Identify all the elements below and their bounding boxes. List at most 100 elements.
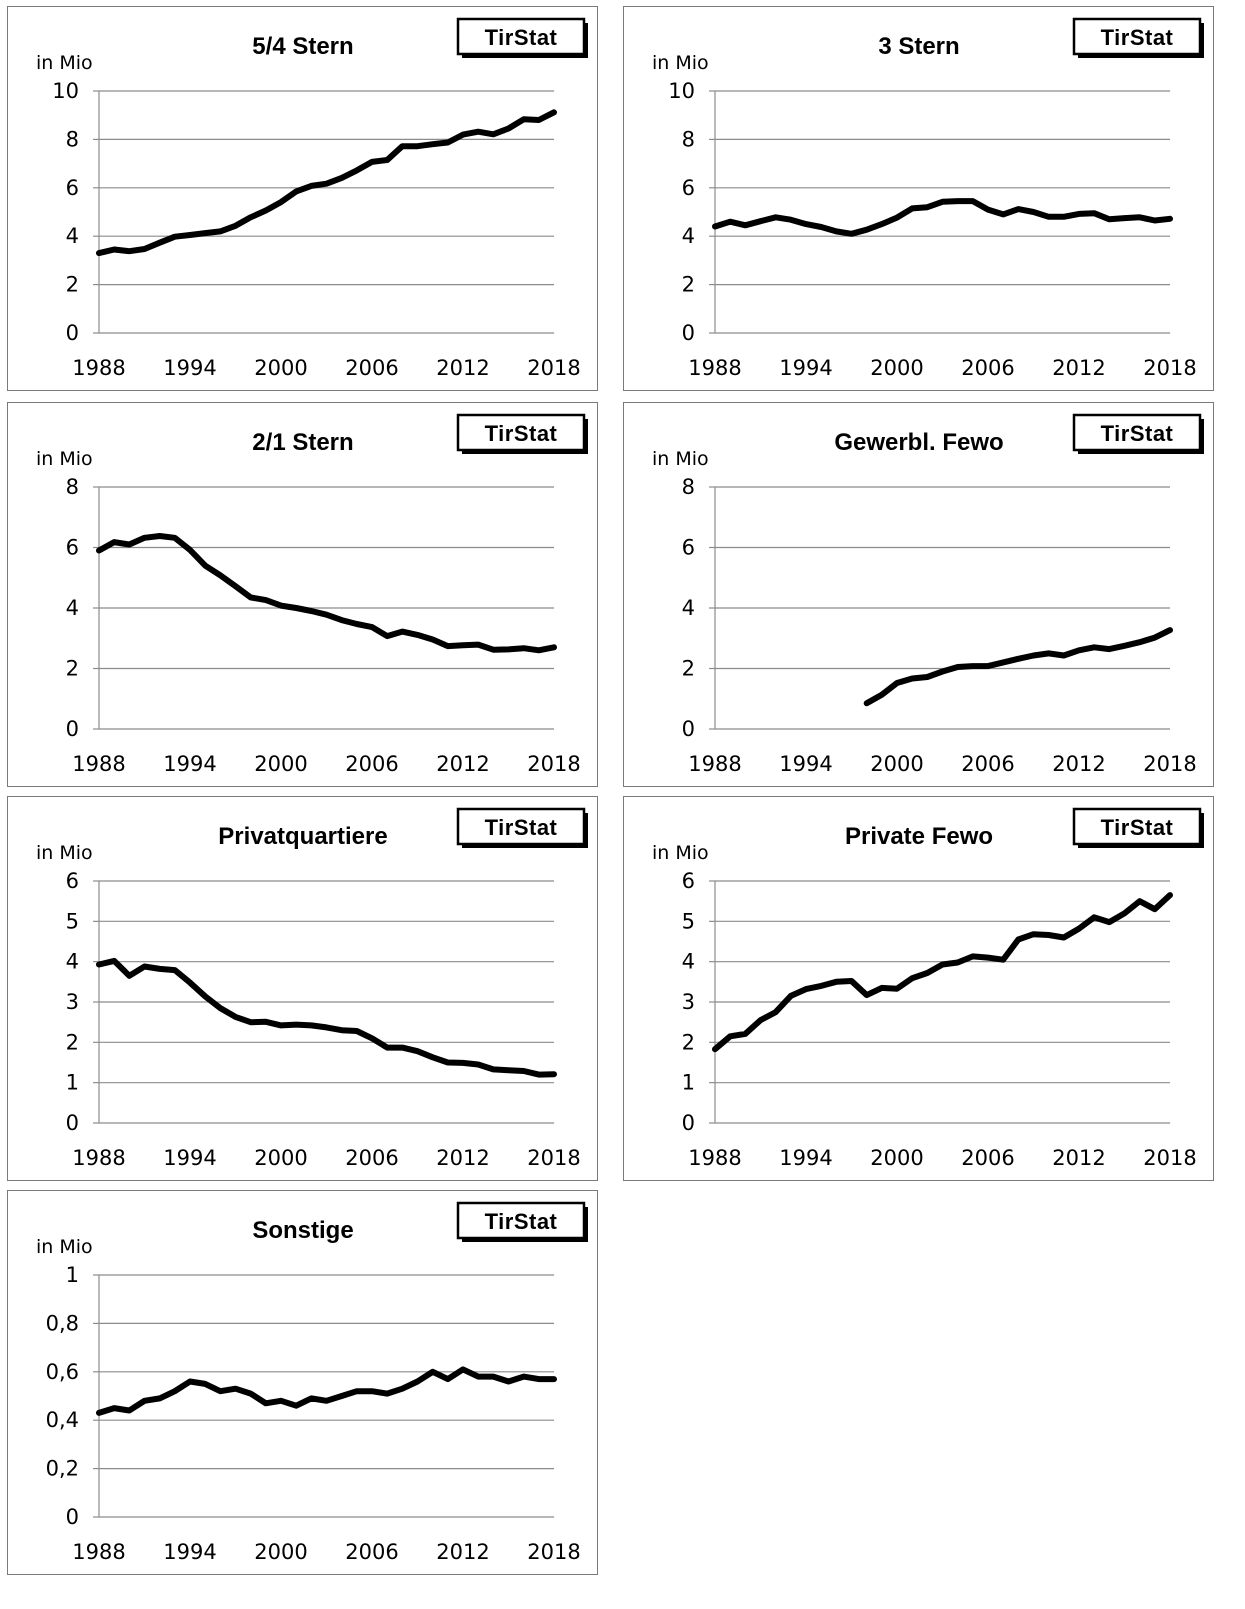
y-tick-label: 6	[682, 869, 695, 893]
brand-box	[456, 1201, 586, 1240]
series-line	[96, 533, 557, 654]
x-tick-label: 2006	[961, 1146, 1014, 1170]
chart-title: 3 Stern	[878, 33, 959, 60]
series-line	[712, 198, 1173, 237]
x-tick-label: 2006	[345, 356, 398, 380]
y-tick-label: 4	[682, 950, 695, 974]
x-tick-label: 2018	[1143, 752, 1196, 776]
x-tick-label: 2006	[961, 752, 1014, 776]
chart-svg: Gewerbl. Fewo in Mio TirStat 0 2 4 6 8 1988 1994 2…	[652, 413, 1204, 776]
chart-title: 5/4 Stern	[252, 33, 353, 60]
x-tick-label: 2018	[527, 1146, 580, 1170]
y-tick-label: 0	[682, 717, 695, 741]
brand-label: TirStat	[485, 815, 558, 840]
chart-svg: 3 Stern in Mio TirStat 0 2 4 6 8 10 1988 1994 2000 2…	[652, 17, 1204, 380]
y-tick-label: 2	[682, 1030, 695, 1054]
chart-svg: Privatquartiere in Mio TirStat 0 1 2 3 4 5 6 1988 1…	[36, 807, 588, 1170]
chart-panel-3-stern: 3 Stern in Mio TirStat 0 2 4 6 8 10 1988 1994 2000 2…	[623, 6, 1214, 391]
brand-label: TirStat	[1101, 815, 1174, 840]
y-tick-label: 2	[66, 657, 79, 681]
y-tick-label: 2	[682, 273, 695, 297]
y-tick-label: 10	[668, 79, 695, 103]
brand-box	[1072, 17, 1202, 56]
y-tick-label: 8	[66, 127, 79, 151]
series-line	[96, 1366, 557, 1416]
x-tick-label: 2012	[1052, 752, 1105, 776]
chart-panel-sonstige: Sonstige in Mio TirStat 0 0,2 0,4 0,6 0,8 1 1988 1…	[7, 1190, 598, 1575]
x-tick-label: 1988	[72, 752, 125, 776]
y-tick-label: 10	[52, 79, 79, 103]
x-tick-label: 1988	[688, 1146, 741, 1170]
y-tick-label: 1	[682, 1071, 695, 1095]
chart-title: Sonstige	[252, 1217, 353, 1244]
y-unit-label: in Mio	[36, 52, 93, 74]
chart-panel-2-1-stern: 2/1 Stern in Mio TirStat 0 2 4 6 8 1988 1994 2000 2…	[7, 402, 598, 787]
y-tick-label: 4	[66, 224, 79, 248]
y-tick-label: 4	[682, 224, 695, 248]
y-tick-label: 4	[682, 596, 695, 620]
brand-label: TirStat	[1101, 25, 1174, 50]
x-tick-label: 2006	[961, 356, 1014, 380]
x-tick-label: 2000	[870, 752, 923, 776]
y-tick-label: 0,8	[46, 1311, 79, 1335]
y-tick-label: 3	[682, 990, 695, 1014]
y-tick-label: 0,2	[46, 1457, 79, 1481]
brand-box	[1072, 413, 1202, 452]
chart-svg: Sonstige in Mio TirStat 0 0,2 0,4 0,6 0,8 1 1988 1…	[36, 1201, 588, 1564]
y-tick-label: 0	[66, 717, 79, 741]
y-unit-label: in Mio	[652, 52, 709, 74]
x-tick-label: 1994	[163, 1146, 216, 1170]
y-tick-label: 0	[66, 1111, 79, 1135]
brand-box	[456, 17, 586, 56]
x-tick-label: 2006	[345, 1540, 398, 1564]
chart-title: Privatquartiere	[218, 823, 387, 850]
chart-title: Private Fewo	[845, 823, 993, 850]
x-tick-label: 2006	[345, 1146, 398, 1170]
y-tick-label: 1	[66, 1263, 79, 1287]
x-tick-label: 2006	[345, 752, 398, 776]
x-tick-label: 1988	[688, 356, 741, 380]
x-tick-label: 2012	[1052, 356, 1105, 380]
chart-panel-privatquartiere: Privatquartiere in Mio TirStat 0 1 2 3 4 5 6 1988 1…	[7, 796, 598, 1181]
y-tick-label: 0	[66, 321, 79, 345]
y-tick-label: 6	[66, 869, 79, 893]
x-tick-label: 2018	[1143, 356, 1196, 380]
x-tick-label: 1994	[163, 356, 216, 380]
chart-svg: 5/4 Stern in Mio TirStat 0 2 4 6 8 10 1988 1994 200…	[36, 17, 588, 380]
y-tick-label: 0	[682, 1111, 695, 1135]
brand-label: TirStat	[485, 421, 558, 446]
y-unit-label: in Mio	[36, 842, 93, 864]
brand-box	[456, 807, 586, 846]
x-tick-label: 2012	[436, 1540, 489, 1564]
x-tick-label: 1994	[779, 752, 832, 776]
x-tick-label: 2012	[1052, 1146, 1105, 1170]
y-tick-label: 1	[66, 1071, 79, 1095]
y-tick-label: 6	[682, 176, 695, 200]
series-line	[863, 627, 1173, 707]
brand-label: TirStat	[1101, 421, 1174, 446]
x-tick-label: 1994	[779, 1146, 832, 1170]
y-tick-label: 4	[66, 950, 79, 974]
y-tick-label: 6	[66, 176, 79, 200]
y-unit-label: in Mio	[652, 448, 709, 470]
x-tick-label: 2018	[1143, 1146, 1196, 1170]
y-unit-label: in Mio	[36, 1236, 93, 1258]
y-tick-label: 0,4	[46, 1408, 79, 1432]
x-tick-label: 2000	[870, 356, 923, 380]
y-tick-label: 5	[682, 909, 695, 933]
y-tick-label: 6	[682, 536, 695, 560]
y-tick-label: 0	[66, 1505, 79, 1529]
chart-svg: Private Fewo in Mio TirStat 0 1 2 3 4 5 6 1988 1994…	[652, 807, 1204, 1170]
x-tick-label: 2018	[527, 752, 580, 776]
x-tick-label: 1994	[163, 1540, 216, 1564]
x-tick-label: 1988	[688, 752, 741, 776]
brand-box	[1072, 807, 1202, 846]
chart-panel-5-4-stern: 5/4 Stern in Mio TirStat 0 2 4 6 8 10 1988 1994 200…	[7, 6, 598, 391]
chart-panel-gewerbl-fewo: Gewerbl. Fewo in Mio TirStat 0 2 4 6 8 1988 1994 2…	[623, 402, 1214, 787]
chart-title: Gewerbl. Fewo	[834, 429, 1003, 456]
y-tick-label: 2	[66, 1030, 79, 1054]
x-tick-label: 2012	[436, 752, 489, 776]
x-tick-label: 2000	[870, 1146, 923, 1170]
brand-label: TirStat	[485, 25, 558, 50]
x-tick-label: 2000	[254, 356, 307, 380]
